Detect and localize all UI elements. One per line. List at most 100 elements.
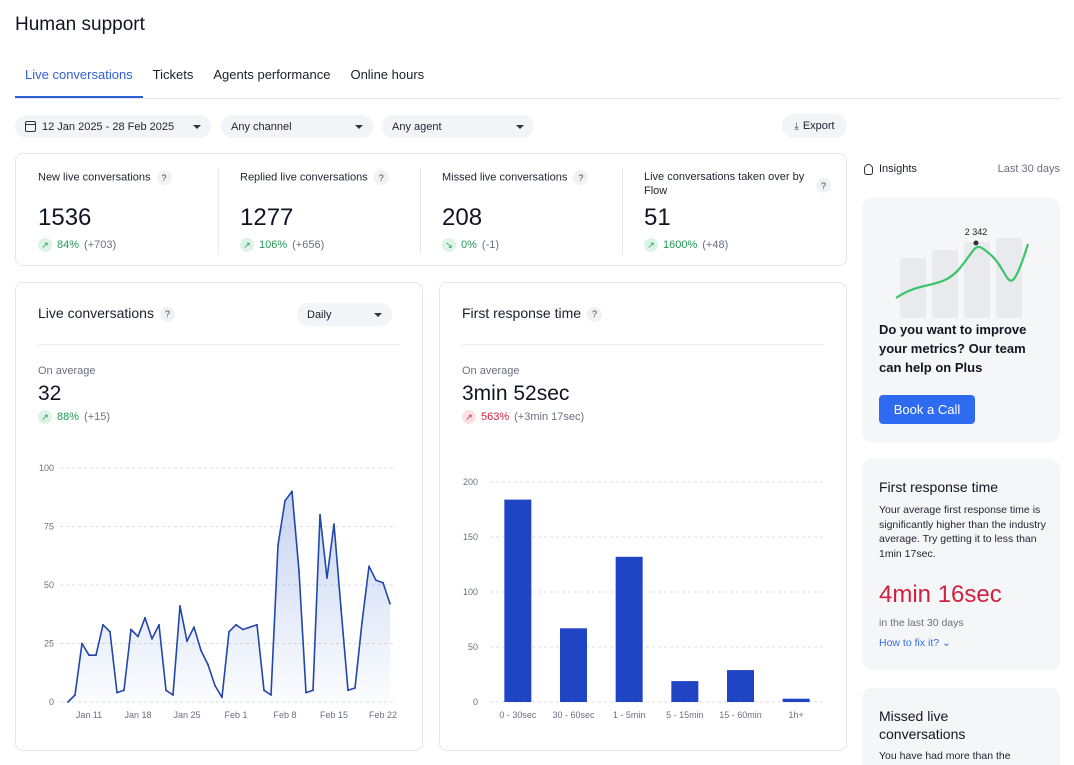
data-point bbox=[291, 490, 293, 493]
data-point bbox=[179, 605, 181, 607]
kpi-value: 208 bbox=[442, 204, 483, 231]
data-point bbox=[284, 499, 286, 502]
granularity-select[interactable]: Daily bbox=[297, 303, 392, 326]
average-value: 3min 52sec bbox=[462, 382, 570, 405]
export-button[interactable]: ⤓ Export bbox=[782, 114, 847, 138]
date-range-value: 12 Jan 2025 - 28 Feb 2025 bbox=[42, 120, 175, 133]
insights-period: Last 30 days bbox=[997, 163, 1060, 175]
help-icon[interactable]: ? bbox=[373, 170, 389, 185]
promo-text: Do you want to improve your metrics? Our… bbox=[879, 322, 1027, 375]
live-conversations-chart: 0 25 50 75 100 Jan 11 Jan 18 Jan 25 Feb 1 Feb 8 Fe… bbox=[39, 463, 397, 720]
average-pct: 563% bbox=[481, 411, 510, 423]
kpi-divider bbox=[218, 168, 219, 254]
data-point bbox=[207, 663, 209, 666]
help-icon[interactable]: ? bbox=[156, 170, 172, 185]
kpi-new-live-conversations: New live conversations? 1536 ↗ 84% (+703) bbox=[16, 154, 218, 264]
data-point bbox=[368, 565, 370, 568]
arrow-up-icon: ↗ bbox=[240, 238, 254, 252]
kpi-replied-live-conversations: Replied live conversations? 1277 ↗ 106% (+… bbox=[218, 154, 420, 264]
data-point bbox=[277, 544, 279, 547]
average-label: On average bbox=[462, 365, 520, 377]
x-tick-label: 1 - 5min bbox=[613, 710, 646, 720]
channel-value: Any channel bbox=[231, 120, 292, 133]
data-point bbox=[389, 602, 391, 605]
help-icon[interactable]: ? bbox=[816, 178, 831, 193]
x-tick-label: Feb 15 bbox=[320, 710, 348, 720]
data-point bbox=[354, 687, 356, 689]
kpi-delta: (+656) bbox=[292, 239, 325, 251]
data-point bbox=[319, 513, 321, 516]
bar bbox=[727, 670, 754, 702]
kpi-pct: 1600% bbox=[663, 239, 698, 251]
data-point bbox=[102, 623, 104, 626]
arrow-up-icon: ↗ bbox=[644, 238, 658, 252]
x-tick-label: Jan 11 bbox=[76, 710, 102, 720]
insight-text: Your average first response time is sign… bbox=[879, 504, 1046, 560]
data-point bbox=[172, 694, 174, 696]
first-response-time-card: First response time? On average 3min 52s… bbox=[439, 282, 847, 751]
how-to-fix-link[interactable]: How to fix it? ⌄ bbox=[879, 637, 951, 649]
insight-title: First response time bbox=[879, 479, 999, 495]
help-icon[interactable]: ? bbox=[587, 306, 603, 322]
kpi-missed-live-conversations: Missed live conversations? 208 ↘ 0% (-1) bbox=[420, 154, 622, 264]
kpi-divider bbox=[420, 168, 421, 254]
y-tick-label: 0 bbox=[473, 697, 478, 707]
first-response-insight-card: First response time Your average first r… bbox=[862, 459, 1060, 670]
data-point bbox=[200, 649, 202, 652]
x-tick-label: 5 - 15min bbox=[666, 710, 704, 720]
tab-agents-performance[interactable]: Agents performance bbox=[213, 67, 331, 82]
export-label: Export bbox=[802, 120, 835, 132]
chart-title: First response time bbox=[462, 305, 582, 321]
promo-illustration: 2 342 bbox=[895, 227, 1030, 318]
insights-header: Insights Last 30 days bbox=[864, 163, 1060, 175]
arrow-up-icon: ↗ bbox=[38, 410, 52, 424]
kpi-pct: 106% bbox=[259, 239, 288, 251]
data-point bbox=[214, 684, 216, 687]
data-point bbox=[361, 621, 363, 624]
data-point bbox=[88, 654, 90, 657]
chevron-down-icon bbox=[374, 312, 382, 317]
data-point bbox=[221, 696, 223, 699]
data-point bbox=[326, 577, 328, 579]
tab-live-conversations[interactable]: Live conversations bbox=[15, 58, 143, 98]
data-point bbox=[144, 616, 146, 619]
chevron-down-icon bbox=[193, 124, 201, 129]
kpi-delta: (+48) bbox=[702, 239, 729, 251]
how-to-fix-label: How to fix it? bbox=[879, 637, 940, 649]
x-tick-label: 30 - 60sec bbox=[552, 710, 595, 720]
kpi-delta: (-1) bbox=[481, 239, 500, 251]
insight-value: 4min 16sec bbox=[879, 581, 1002, 608]
x-tick-label: Feb 22 bbox=[369, 710, 397, 720]
y-tick-label: 75 bbox=[44, 522, 54, 532]
data-point bbox=[305, 691, 307, 694]
help-icon[interactable]: ? bbox=[159, 306, 175, 322]
kpi-delta: (+703) bbox=[84, 239, 117, 251]
date-range-select[interactable]: 12 Jan 2025 - 28 Feb 2025 bbox=[15, 115, 211, 138]
kpi-card: New live conversations? 1536 ↗ 84% (+703) … bbox=[15, 153, 847, 266]
live-conversations-card: Live conversations? Daily On average 32 … bbox=[15, 282, 423, 751]
agent-select[interactable]: Any agent bbox=[382, 115, 534, 138]
upgrade-promo-card: 2 342 Do you want to improve your metric… bbox=[862, 198, 1060, 442]
insight-title: Missed live conversations bbox=[879, 708, 966, 742]
tab-tickets[interactable]: Tickets bbox=[152, 67, 194, 82]
channel-select[interactable]: Any channel bbox=[221, 115, 373, 138]
data-point bbox=[256, 623, 258, 626]
data-point bbox=[193, 626, 195, 629]
data-point bbox=[137, 635, 139, 638]
data-point bbox=[382, 581, 384, 584]
kpi-pct: 0% bbox=[461, 239, 477, 251]
average-delta: (+3min 17sec) bbox=[514, 411, 585, 423]
data-point bbox=[270, 694, 272, 696]
average-value: 32 bbox=[38, 382, 62, 405]
kpi-pct: 84% bbox=[57, 239, 80, 251]
chevron-down-icon bbox=[355, 124, 363, 129]
tab-online-hours[interactable]: Online hours bbox=[350, 67, 425, 82]
data-point bbox=[298, 570, 300, 572]
book-a-call-button[interactable]: Book a Call bbox=[879, 395, 975, 424]
y-tick-label: 150 bbox=[463, 532, 478, 542]
insight-text: You have had more than the bbox=[879, 750, 1011, 762]
promo-peak-label: 2 342 bbox=[965, 227, 988, 237]
data-point bbox=[375, 579, 377, 582]
page-title: Human support bbox=[15, 14, 145, 35]
help-icon[interactable]: ? bbox=[573, 170, 589, 185]
